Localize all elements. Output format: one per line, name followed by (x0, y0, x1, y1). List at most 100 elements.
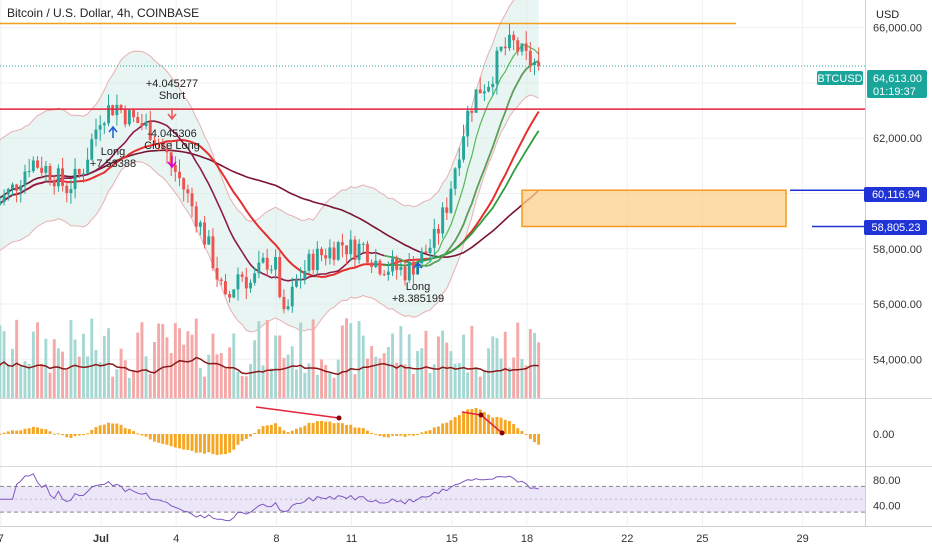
macd-bar (178, 434, 181, 449)
macd-bar (228, 434, 232, 453)
candle-body (441, 207, 445, 234)
volume-bar (261, 365, 265, 398)
volume-bar (336, 359, 340, 398)
signal-long2-label: Long (406, 281, 430, 293)
rsi-line (0, 473, 539, 522)
macd-tick-label: 0.00 (873, 429, 894, 441)
volume-bars (0, 318, 541, 398)
macd-bar (424, 431, 428, 434)
volume-bar (132, 371, 135, 398)
candle-body (182, 178, 186, 190)
candle-body (107, 105, 110, 124)
date-tick-label: 29 (797, 533, 809, 545)
volume-bar (6, 363, 10, 398)
macd-bar (407, 434, 411, 436)
signal-long1-label: Long (101, 146, 125, 158)
volume-bar (178, 328, 181, 398)
volume-bar (269, 368, 273, 398)
signal-long1-value: +7.53388 (90, 158, 136, 170)
signal-short-value: +4.045277 (146, 78, 198, 90)
macd-bar (98, 425, 102, 434)
currency-selector[interactable]: USD (876, 9, 900, 21)
macd-bar (194, 434, 198, 453)
candles (0, 23, 541, 314)
date-tick-label: 18 (521, 533, 533, 545)
candle-body (211, 236, 215, 268)
volume-bar (140, 322, 144, 398)
date-tick-label: 11 (346, 533, 357, 545)
demand-zone[interactable] (521, 189, 787, 228)
candle-body (499, 46, 503, 51)
candle-body (378, 260, 382, 275)
candle-body (269, 269, 273, 271)
candle-body (215, 268, 219, 280)
macd-bar (23, 428, 27, 434)
volume-bar (445, 342, 449, 398)
volume-bar (528, 329, 532, 398)
macd-bar (370, 433, 374, 434)
volume-bar (328, 372, 332, 398)
volume-bar (228, 347, 232, 398)
volume-bar (211, 333, 215, 398)
volume-bar (165, 337, 169, 398)
volume-bar (478, 376, 482, 398)
macd-bar (290, 430, 294, 434)
date-tick-label: 7 (0, 533, 4, 545)
candle-body (48, 166, 52, 180)
macd-bar (457, 415, 461, 434)
volume-bar (399, 326, 403, 398)
volume-bar (240, 376, 244, 398)
divergence-point (499, 430, 505, 436)
candle-body (512, 34, 516, 41)
short-arrow-icon (167, 108, 177, 121)
volume-bar (378, 358, 382, 398)
volume-bar (290, 346, 294, 398)
candle-body (353, 239, 357, 260)
macd-bar (6, 431, 10, 434)
candle-body (173, 165, 177, 172)
symbol-tag-label: BTCUSD (817, 73, 862, 85)
macd-bar (69, 434, 73, 438)
candle-body (395, 258, 399, 270)
volume-bar (48, 372, 52, 398)
candle-body (236, 274, 240, 290)
candle-body (77, 168, 81, 175)
candle-body (307, 253, 311, 271)
macd-bar (516, 428, 520, 434)
candle-body (533, 62, 536, 66)
candle-body (207, 236, 211, 245)
macd-bar (482, 411, 486, 434)
date-tick-label: Jul (93, 533, 109, 545)
candle-body (136, 117, 140, 123)
volume-bar (198, 367, 202, 398)
volume-bar (432, 364, 436, 398)
candle-body (115, 104, 119, 116)
price-tick-label: 56,000.00 (873, 299, 922, 311)
candle-body (382, 274, 386, 276)
volume-bar (462, 334, 465, 398)
candle-body (61, 168, 64, 186)
price-axis[interactable]: 66,000.0064,000.0062,000.0060,000.0058,0… (873, 23, 922, 513)
divergence-point (478, 412, 484, 418)
volume-bar (0, 325, 2, 398)
volume-bar (115, 369, 119, 398)
candle-body (324, 255, 328, 259)
macd-bar (48, 431, 52, 434)
macd-bar (127, 429, 131, 434)
candle-body (508, 34, 511, 49)
time-axis[interactable]: 7 Jul 4 8 11 15 18 22 25 29 (0, 533, 809, 545)
candle-body (520, 43, 524, 52)
macd-bar (449, 420, 453, 434)
volume-bar (56, 348, 60, 398)
volume-bar (236, 371, 240, 398)
volume-bar (148, 373, 152, 398)
macd-bar (349, 424, 353, 434)
candle-body (73, 168, 77, 190)
candle-body (15, 184, 19, 191)
volume-bar (52, 339, 56, 398)
volume-bar (65, 370, 69, 398)
macd-bar (374, 433, 378, 435)
candle-body (332, 247, 336, 260)
